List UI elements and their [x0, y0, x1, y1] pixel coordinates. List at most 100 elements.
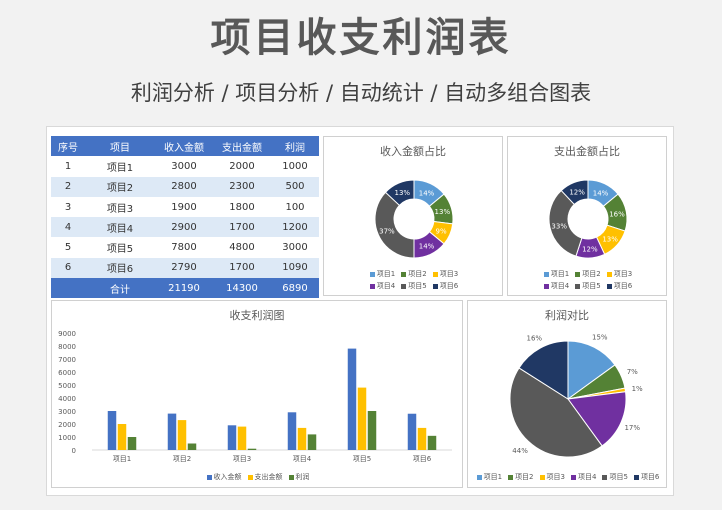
legend-swatch: [247, 474, 253, 480]
bar: [417, 427, 427, 450]
legend-label: 项目3: [439, 270, 459, 278]
legend-swatch: [369, 271, 375, 277]
legend-swatch: [575, 271, 581, 277]
profit-compare-pie: 15% 7% 1% 17% 44% 16%: [509, 334, 643, 458]
data-label: 12%: [582, 245, 598, 253]
table-row: 3 项目3 1900 1800 100: [51, 196, 319, 218]
legend-label: 项目6: [640, 473, 660, 481]
pie-slice: [509, 367, 603, 458]
table-cell: 2800: [155, 176, 213, 197]
data-label: 16%: [526, 335, 542, 343]
legend-item: 利润: [288, 472, 310, 482]
total-cell: [51, 278, 85, 299]
data-label: 13%: [395, 189, 411, 197]
income-profit-bar-chart: 0 1000 2000 3000 4000 5000 6000 7000 8000 9000 项目1…: [58, 330, 452, 463]
data-label: 13%: [435, 208, 451, 216]
table-cell: 项目4: [85, 217, 155, 238]
pie-slice: [384, 179, 415, 207]
data-label: 14%: [419, 189, 435, 197]
chart-title: 收入金额占比: [380, 145, 446, 158]
table-cell: 1090: [271, 257, 319, 279]
chart-legend: 收入金额 支出金额 利润: [158, 472, 358, 482]
y-tick-label: 4000: [58, 395, 76, 403]
legend-label: 项目1: [483, 473, 503, 481]
y-tick-label: 0: [72, 447, 76, 455]
bar: [347, 348, 357, 450]
table-cell: 7800: [155, 237, 213, 258]
legend-swatch: [476, 474, 482, 480]
data-label: 33%: [551, 222, 567, 230]
bar: [107, 411, 117, 450]
legend-item: 项目5: [575, 281, 601, 291]
legend-label: 支出金额: [254, 473, 283, 481]
table-cell: 500: [271, 176, 319, 197]
legend-label: 项目5: [408, 282, 427, 290]
y-tick-label: 7000: [58, 356, 76, 364]
table-cell: 4800: [213, 237, 271, 258]
table-row: 5 项目5 7800 4800 3000: [51, 237, 319, 258]
pie-slice: [567, 391, 627, 447]
column-header: 项目: [85, 136, 155, 157]
legend-item: 项目2: [401, 269, 427, 279]
data-label: 44%: [512, 447, 528, 455]
table-row: 1 项目1 3000 2000 1000: [51, 156, 319, 177]
page-title: 项目收支利润表: [210, 15, 512, 61]
bar: [247, 448, 257, 450]
data-label: 16%: [609, 210, 625, 218]
table-cell: 1900: [155, 196, 213, 218]
table-cell: 1800: [213, 196, 271, 218]
legend-label: 利润: [295, 473, 310, 481]
legend-item: 项目3: [606, 269, 632, 279]
table-row: 6 项目6 2790 1700 1090: [51, 257, 319, 279]
y-tick-label: 1000: [58, 434, 76, 442]
legend-item: 项目3: [432, 269, 459, 279]
table-cell: 3: [51, 196, 85, 218]
legend-swatch: [508, 474, 514, 480]
data-label: 14%: [419, 243, 435, 251]
column-header: 支出金额: [213, 136, 271, 157]
y-tick-label: 9000: [58, 330, 76, 338]
table-cell: 1700: [213, 217, 271, 238]
legend-label: 项目2: [408, 270, 427, 278]
data-label: 15%: [592, 334, 608, 342]
bar: [237, 426, 247, 450]
chart-title: 利润对比: [545, 309, 589, 322]
table-cell: 项目1: [85, 156, 155, 177]
legend-item: 项目4: [571, 472, 596, 482]
column-header: 序号: [51, 136, 85, 157]
pie-slice: [567, 340, 616, 400]
data-label: 17%: [624, 424, 640, 432]
bar: [187, 443, 197, 450]
total-cell: 21190: [155, 278, 213, 299]
bar: [117, 424, 127, 450]
legend-swatch: [432, 271, 438, 277]
total-cell: 6890: [271, 278, 319, 299]
legend-label: 项目4: [578, 473, 597, 481]
data-label: 12%: [569, 189, 585, 197]
bar: [307, 434, 317, 450]
x-tick-label: 项目5: [353, 455, 371, 463]
table-cell: 1000: [271, 156, 319, 177]
x-tick-label: 项目3: [233, 455, 251, 463]
legend-label: 项目6: [439, 282, 459, 290]
table-header-row: 序号 项目 收入金额 支出金额 利润: [51, 136, 319, 157]
table-cell: 3000: [271, 237, 319, 258]
bar: [357, 387, 367, 450]
table-cell: 项目2: [85, 176, 155, 197]
legend-item: 项目5: [401, 281, 427, 291]
legend-swatch: [432, 283, 438, 289]
legend-label: 项目2: [515, 473, 534, 481]
data-label: 13%: [602, 236, 618, 244]
table-cell: 2000: [213, 156, 271, 177]
chart-legend: 项目1 项目2 项目3 项目4 项目5 项目6: [476, 472, 660, 482]
bar: [167, 413, 177, 450]
table-cell: 2: [51, 176, 85, 197]
legend-swatch: [543, 283, 549, 289]
table-cell: 100: [271, 196, 319, 218]
legend-label: 项目5: [609, 473, 628, 481]
table-cell: 2790: [155, 257, 213, 279]
table-cell: 2300: [213, 176, 271, 197]
y-tick-label: 8000: [58, 343, 76, 351]
legend-label: 项目4: [376, 282, 396, 290]
data-label: 14%: [593, 189, 609, 197]
